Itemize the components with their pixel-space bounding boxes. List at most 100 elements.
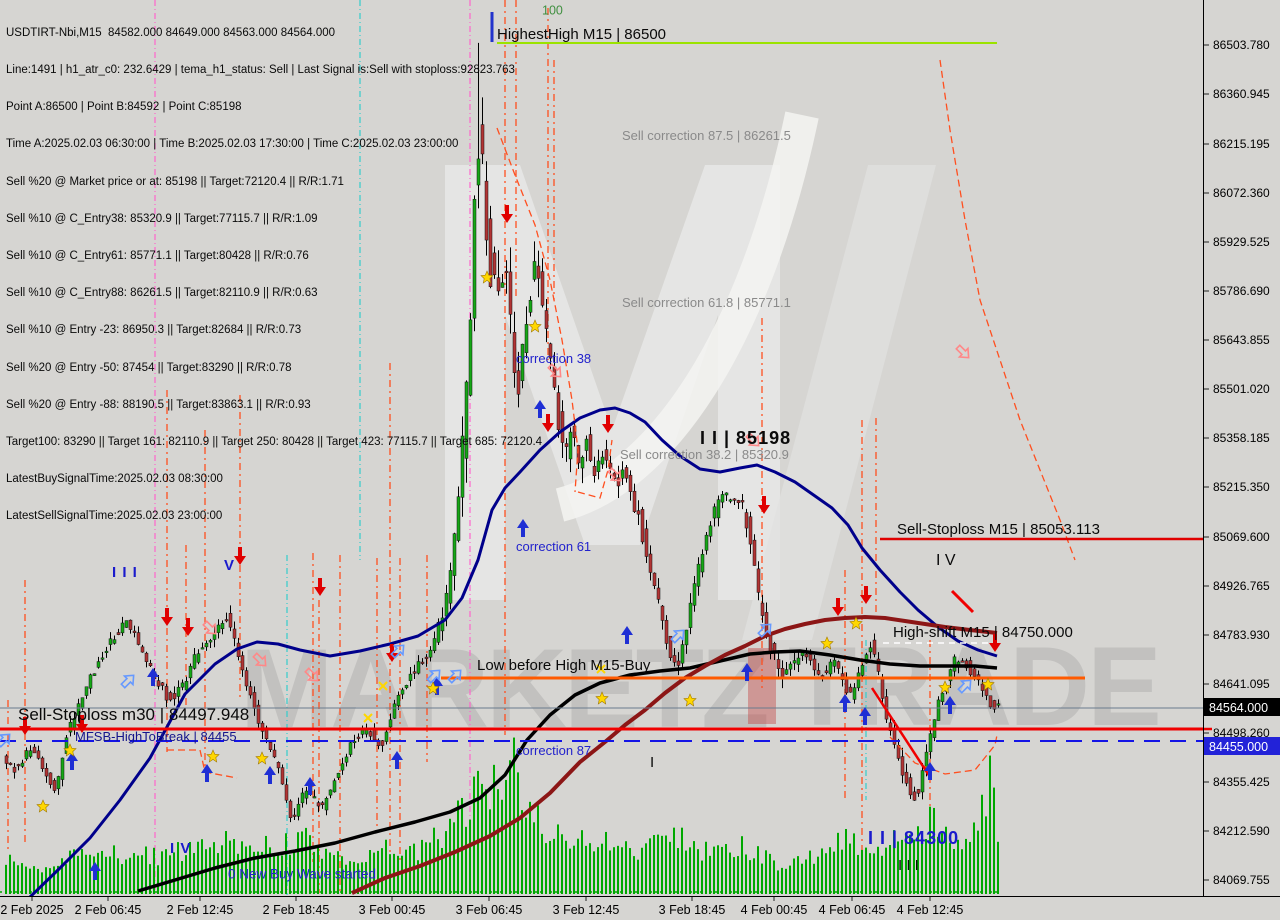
sell-arrow-icon[interactable] bbox=[314, 578, 326, 596]
candle-up[interactable] bbox=[864, 654, 869, 664]
candle-down[interactable] bbox=[240, 655, 245, 671]
annotation-label[interactable]: correction 38 bbox=[516, 351, 591, 366]
candle-up[interactable] bbox=[196, 653, 201, 663]
candle-down[interactable] bbox=[632, 490, 637, 512]
candle-up[interactable] bbox=[100, 657, 105, 660]
candle-down[interactable] bbox=[904, 771, 909, 784]
candle-down[interactable] bbox=[816, 670, 821, 675]
candle-up[interactable] bbox=[596, 460, 601, 472]
candle-up[interactable] bbox=[200, 647, 205, 650]
annotation-label[interactable]: 100 bbox=[542, 4, 563, 18]
candle-down[interactable] bbox=[604, 449, 609, 461]
candle-down[interactable] bbox=[508, 271, 513, 315]
candle-up[interactable] bbox=[524, 324, 529, 353]
candle-down[interactable] bbox=[316, 802, 321, 807]
candle-down[interactable] bbox=[740, 500, 745, 503]
candle-down[interactable] bbox=[660, 605, 665, 621]
candle-down[interactable] bbox=[380, 740, 385, 746]
candle-up[interactable] bbox=[952, 656, 957, 672]
correction-down-arrow-icon[interactable] bbox=[303, 666, 322, 685]
candle-down[interactable] bbox=[160, 682, 165, 686]
candle-down[interactable] bbox=[900, 756, 905, 776]
candle-down[interactable] bbox=[368, 731, 373, 737]
correction-down-arrow-icon[interactable] bbox=[201, 619, 220, 638]
candle-up[interactable] bbox=[580, 456, 585, 469]
candle-up[interactable] bbox=[312, 796, 317, 799]
candle-down[interactable] bbox=[248, 686, 253, 696]
annotation-label[interactable]: I I | 85198 bbox=[700, 428, 791, 448]
candle-down[interactable] bbox=[272, 749, 277, 758]
buy-arrow-icon[interactable] bbox=[859, 707, 871, 725]
candle-down[interactable] bbox=[372, 728, 377, 741]
candle-up[interactable] bbox=[692, 583, 697, 606]
candle-down[interactable] bbox=[252, 692, 257, 709]
candle-up[interactable] bbox=[528, 299, 533, 313]
candle-down[interactable] bbox=[260, 722, 265, 732]
candle-down[interactable] bbox=[804, 653, 809, 658]
candle-up[interactable] bbox=[112, 639, 117, 644]
candle-down[interactable] bbox=[292, 814, 297, 817]
candle-down[interactable] bbox=[156, 680, 161, 687]
candle-up[interactable] bbox=[388, 719, 393, 728]
candle-up[interactable] bbox=[344, 756, 349, 763]
candle-down[interactable] bbox=[912, 791, 917, 801]
candle-up[interactable] bbox=[724, 492, 729, 496]
correction-down-arrow-icon[interactable] bbox=[954, 343, 973, 362]
candle-up[interactable] bbox=[452, 533, 457, 576]
candle-up[interactable] bbox=[476, 158, 481, 186]
candle-up[interactable] bbox=[584, 438, 589, 451]
candle-down[interactable] bbox=[116, 632, 121, 635]
candle-down[interactable] bbox=[144, 652, 149, 662]
candle-up[interactable] bbox=[788, 663, 793, 670]
buy-arrow-icon[interactable] bbox=[89, 862, 101, 880]
candle-up[interactable] bbox=[84, 686, 89, 696]
candle-up[interactable] bbox=[688, 602, 693, 628]
candle-down[interactable] bbox=[664, 620, 669, 644]
candle-up[interactable] bbox=[860, 665, 865, 676]
candle-down[interactable] bbox=[876, 658, 881, 672]
candle-down[interactable] bbox=[732, 498, 737, 501]
annotation-label[interactable]: I I | 84300 bbox=[868, 828, 959, 848]
candle-down[interactable] bbox=[52, 780, 57, 791]
candle-down[interactable] bbox=[644, 528, 649, 557]
candle-down[interactable] bbox=[872, 639, 877, 655]
candle-up[interactable] bbox=[120, 622, 125, 634]
candle-down[interactable] bbox=[12, 766, 17, 773]
candle-down[interactable] bbox=[756, 568, 761, 593]
candle-up[interactable] bbox=[704, 534, 709, 551]
candle-up[interactable] bbox=[352, 741, 357, 744]
candle-up[interactable] bbox=[204, 642, 209, 648]
candle-down[interactable] bbox=[268, 741, 273, 750]
annotation-label[interactable]: HighestHigh M15 | 86500 bbox=[497, 26, 666, 43]
time-axis-area[interactable] bbox=[0, 897, 1280, 920]
sell-arrow-icon[interactable] bbox=[19, 717, 31, 735]
candle-down[interactable] bbox=[760, 602, 765, 616]
candle-down[interactable] bbox=[516, 370, 521, 395]
correction-up-arrow-icon[interactable] bbox=[389, 641, 408, 660]
annotation-label[interactable]: Sell-Stoploss M15 | 85053.113 bbox=[897, 521, 1100, 538]
candle-down[interactable] bbox=[656, 587, 661, 600]
candle-down[interactable] bbox=[836, 661, 841, 669]
candle-up[interactable] bbox=[188, 665, 193, 679]
ma-blue[interactable] bbox=[28, 406, 998, 899]
candle-up[interactable] bbox=[832, 659, 837, 667]
candle-up[interactable] bbox=[520, 343, 525, 381]
buy-arrow-icon[interactable] bbox=[741, 663, 753, 681]
candle-down[interactable] bbox=[748, 516, 753, 545]
candle-down[interactable] bbox=[916, 789, 921, 794]
candle-down[interactable] bbox=[8, 762, 13, 765]
candle-down[interactable] bbox=[512, 332, 517, 373]
correction-up-arrow-icon[interactable] bbox=[446, 666, 465, 685]
sell-arrow-icon[interactable] bbox=[161, 608, 173, 626]
buy-arrow-icon[interactable] bbox=[264, 766, 276, 784]
candle-up[interactable] bbox=[448, 570, 453, 604]
annotation-label[interactable]: Sell correction 61.8 | 85771.1 bbox=[622, 295, 791, 310]
candle-down[interactable] bbox=[284, 784, 289, 801]
annotation-label[interactable]: 0 New Buy Wave started bbox=[228, 867, 376, 882]
candle-down[interactable] bbox=[560, 411, 565, 443]
annotation-label[interactable]: I bbox=[650, 754, 654, 771]
candle-down[interactable] bbox=[424, 656, 429, 659]
annotation-label[interactable]: I I I bbox=[112, 564, 138, 581]
candle-down[interactable] bbox=[908, 777, 913, 796]
